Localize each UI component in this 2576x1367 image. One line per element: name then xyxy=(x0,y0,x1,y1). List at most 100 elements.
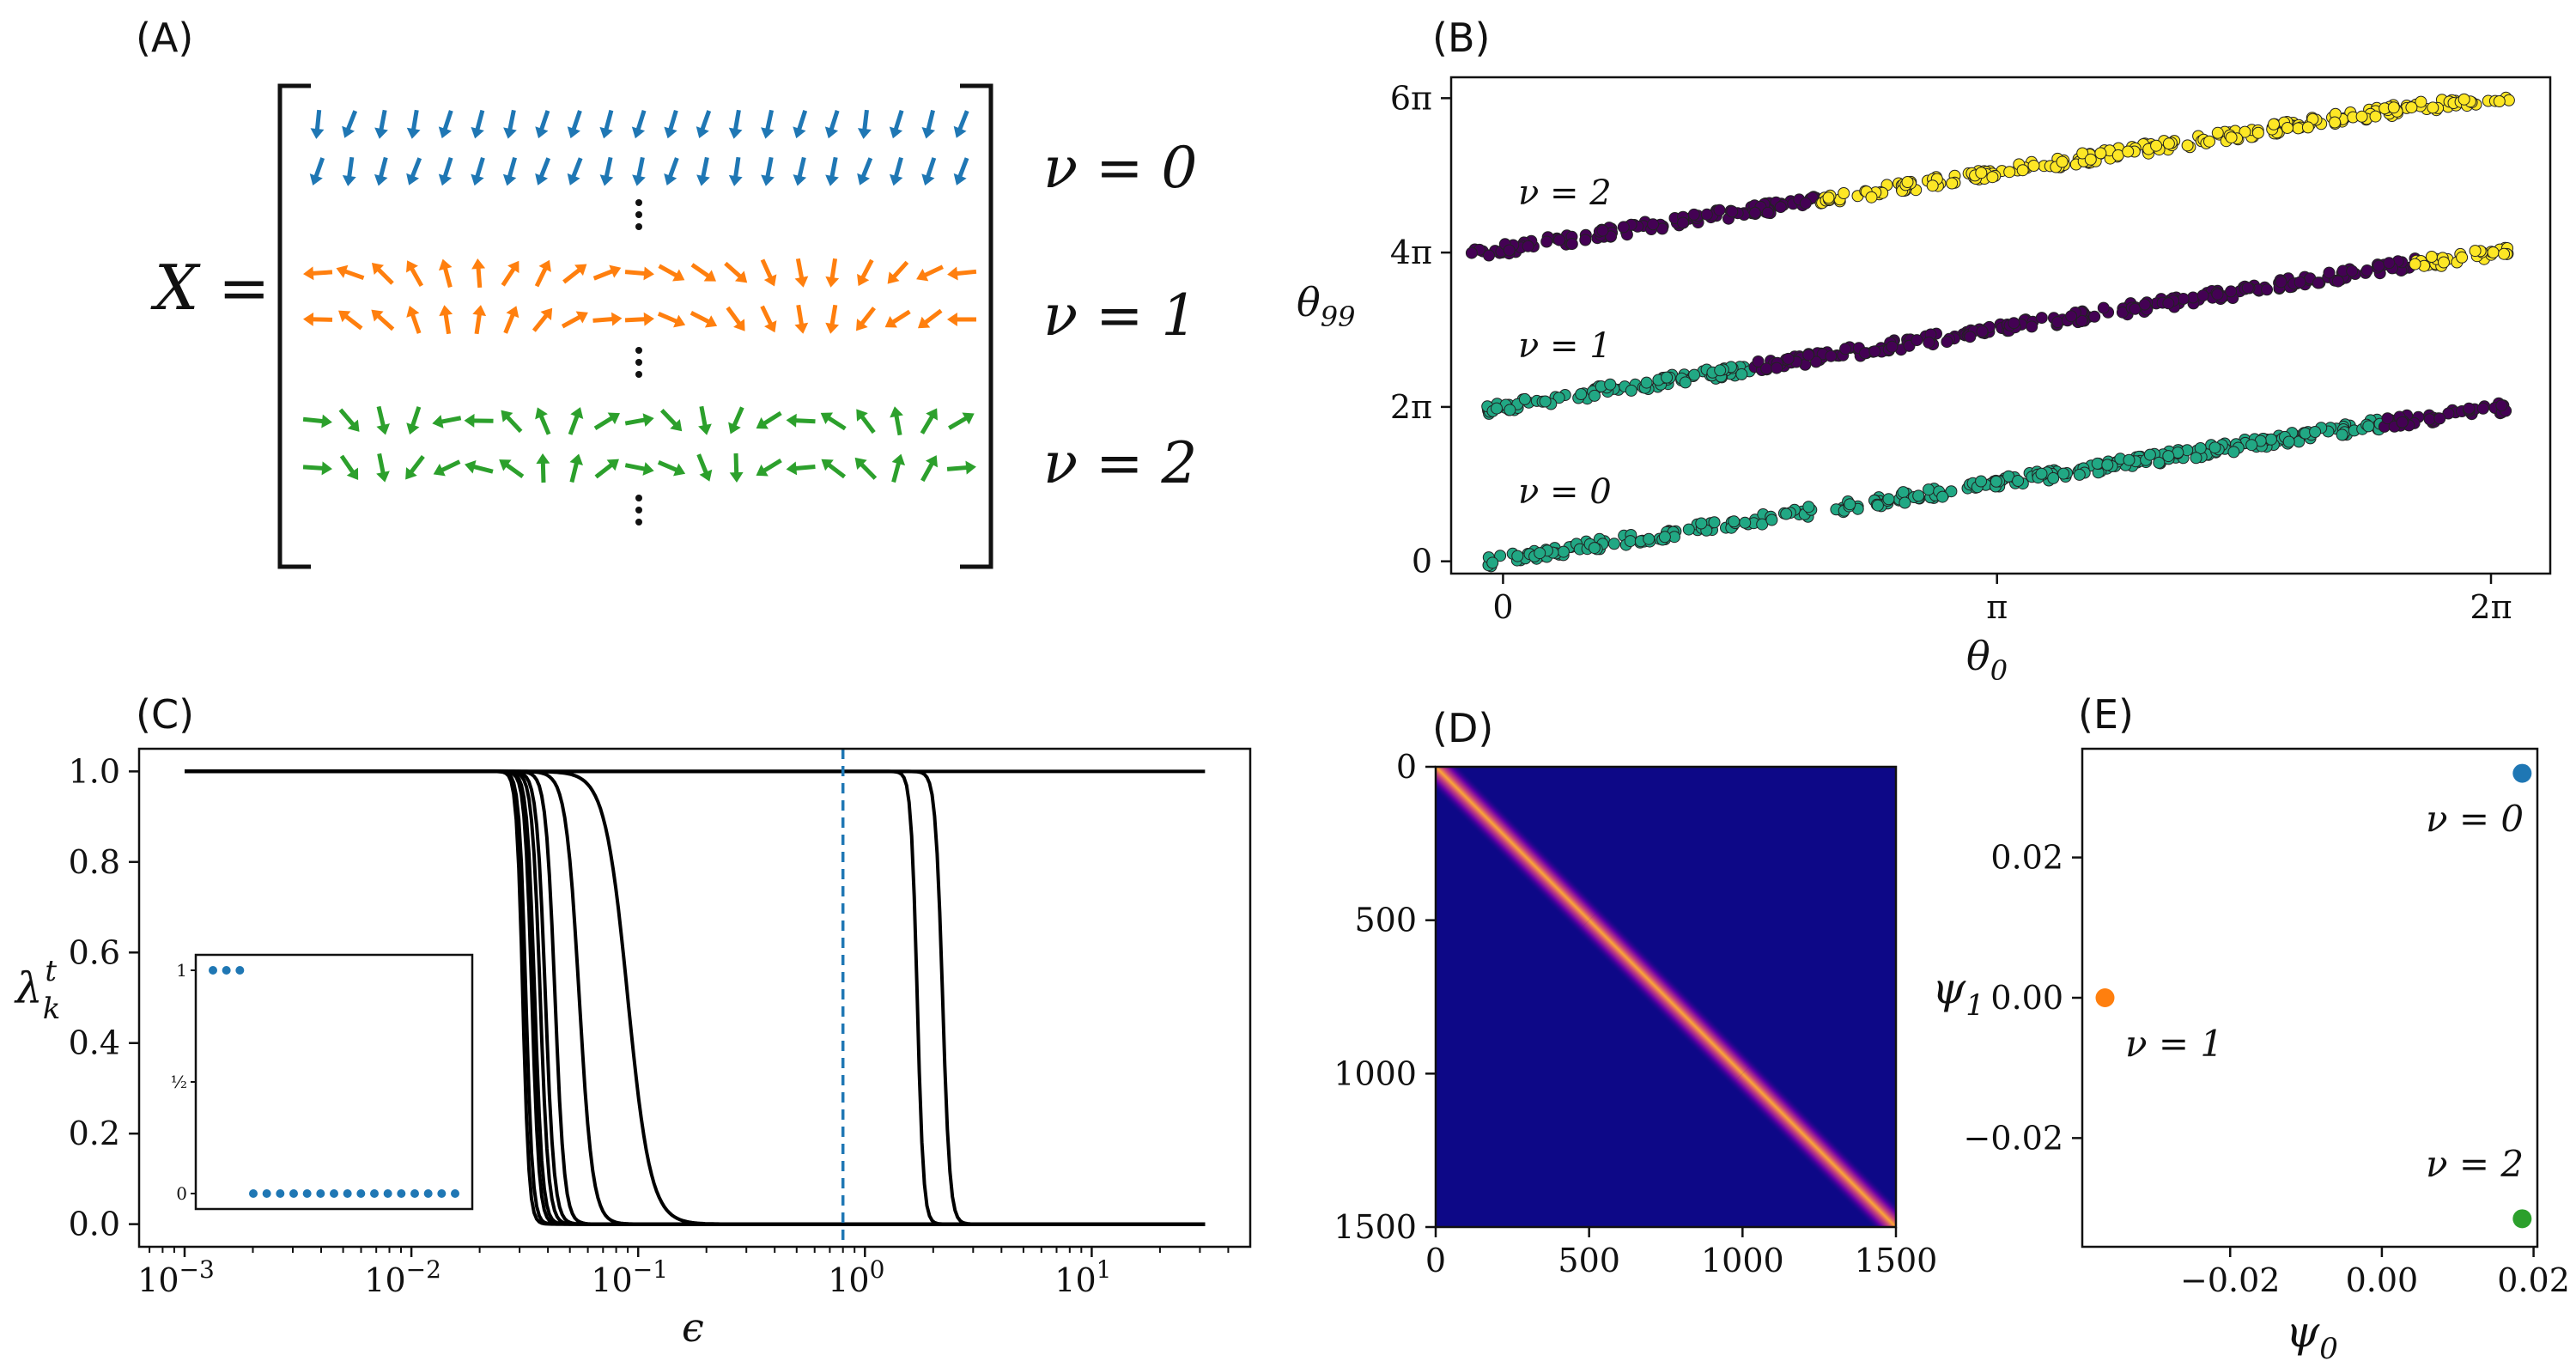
scatter-point xyxy=(1897,486,1910,499)
arrow xyxy=(471,109,485,139)
arrow xyxy=(920,455,938,483)
scatter-point xyxy=(2153,456,2166,469)
arrow-head xyxy=(574,264,587,276)
arrow xyxy=(756,410,782,429)
scatter-point xyxy=(2211,288,2224,301)
y-tick-label: 0.4 xyxy=(69,1024,120,1062)
scatter-point xyxy=(1579,234,1592,246)
band-segment xyxy=(1730,1061,1896,1227)
scatter-point xyxy=(2355,110,2368,123)
arrow xyxy=(371,262,394,285)
scatter-point xyxy=(2084,153,2097,166)
y-tick-label: 0 xyxy=(1396,748,1417,786)
scatter-point xyxy=(2003,166,2016,179)
inset-y-tick-label: 0 xyxy=(176,1183,187,1204)
dot xyxy=(635,519,642,526)
arrow xyxy=(432,415,462,428)
arrow-head xyxy=(371,262,385,276)
arrow-head xyxy=(609,264,622,278)
arrow xyxy=(624,462,654,476)
arrow xyxy=(696,453,713,482)
scatter-point xyxy=(2251,126,2264,139)
arrow-head xyxy=(321,461,332,476)
y-tick-label: 0.8 xyxy=(69,843,120,881)
y-tick-label: 6π xyxy=(1390,79,1432,117)
inset-point xyxy=(397,1189,406,1198)
arrow xyxy=(599,156,614,186)
arrow xyxy=(567,157,583,185)
right-bracket xyxy=(960,83,993,569)
scatter-point xyxy=(2293,276,2306,289)
scatter-point xyxy=(2129,302,2142,315)
arrow xyxy=(593,412,620,431)
scatter-point xyxy=(2487,246,2500,258)
arrow xyxy=(887,260,909,284)
arrow-head xyxy=(606,459,619,471)
arrow-head xyxy=(438,126,452,139)
arrow xyxy=(439,305,453,335)
arrow xyxy=(438,110,453,139)
scatter-point xyxy=(2409,258,2421,270)
arrow xyxy=(631,110,647,139)
y-axis-label: θ99 xyxy=(1297,279,1355,333)
scatter-point xyxy=(2275,276,2287,289)
inset-point xyxy=(437,1189,447,1198)
arrow-head xyxy=(763,274,777,287)
arrow-head xyxy=(321,414,332,428)
point-label-nu2: ν = 2 xyxy=(2426,1143,2524,1185)
arrow-head xyxy=(889,173,903,186)
dot xyxy=(635,347,642,354)
plot-frame xyxy=(1449,76,2552,575)
arrow-head xyxy=(599,126,613,139)
arrow xyxy=(592,312,623,326)
arrow-head xyxy=(916,268,929,282)
arrow-head xyxy=(472,305,487,317)
arrow-head xyxy=(756,416,769,429)
arrow-head xyxy=(664,173,677,185)
scatter-point xyxy=(1708,516,1721,529)
scatter-point xyxy=(1941,336,1953,349)
scatter-point xyxy=(1901,176,1914,188)
scatter-point xyxy=(1838,187,1850,199)
y-tick-label: 0.00 xyxy=(1990,979,2063,1017)
dot xyxy=(635,359,642,366)
scatter-point xyxy=(1540,235,1553,248)
scatter-point xyxy=(2329,116,2342,129)
scatter-point xyxy=(2162,450,2175,463)
scatter-point xyxy=(2225,285,2238,298)
point-label-nu1: ν = 1 xyxy=(2125,1023,2223,1065)
vertical-dots xyxy=(635,199,642,526)
scatter-point xyxy=(2493,95,2506,107)
arrow-head xyxy=(917,316,931,329)
y-tick-label: 1500 xyxy=(1334,1208,1417,1246)
scatter-point xyxy=(2469,245,2482,258)
scatter-point xyxy=(1714,364,1727,377)
arrow-head xyxy=(535,173,549,185)
scatter-point xyxy=(2268,118,2280,131)
arrow-head xyxy=(728,174,743,186)
scatter-point xyxy=(2415,95,2427,108)
x-tick-label: 0 xyxy=(1425,1242,1446,1279)
arrow xyxy=(658,264,685,282)
arrow-head xyxy=(728,127,743,139)
arrow-head xyxy=(406,305,420,318)
arrow xyxy=(302,461,332,476)
band-segment xyxy=(1436,767,1601,933)
arrow xyxy=(503,109,517,139)
arrow-head xyxy=(696,126,709,138)
arrow-head xyxy=(432,415,444,428)
scatter-point xyxy=(2227,446,2240,459)
scatter-point xyxy=(2065,310,2078,323)
scatter-point xyxy=(1926,179,1939,192)
arrow-head xyxy=(704,315,718,328)
arrow-head xyxy=(821,459,834,471)
scatter-point xyxy=(1522,240,1534,252)
y-tick-label: 2π xyxy=(1390,388,1432,426)
arrow-head xyxy=(631,126,646,139)
scatter-point xyxy=(2239,125,2251,138)
scatter-point xyxy=(1607,538,1620,550)
arrow-head xyxy=(670,419,683,432)
arrow-head xyxy=(338,310,351,323)
x-axis-label: θ0 xyxy=(1966,633,2008,687)
